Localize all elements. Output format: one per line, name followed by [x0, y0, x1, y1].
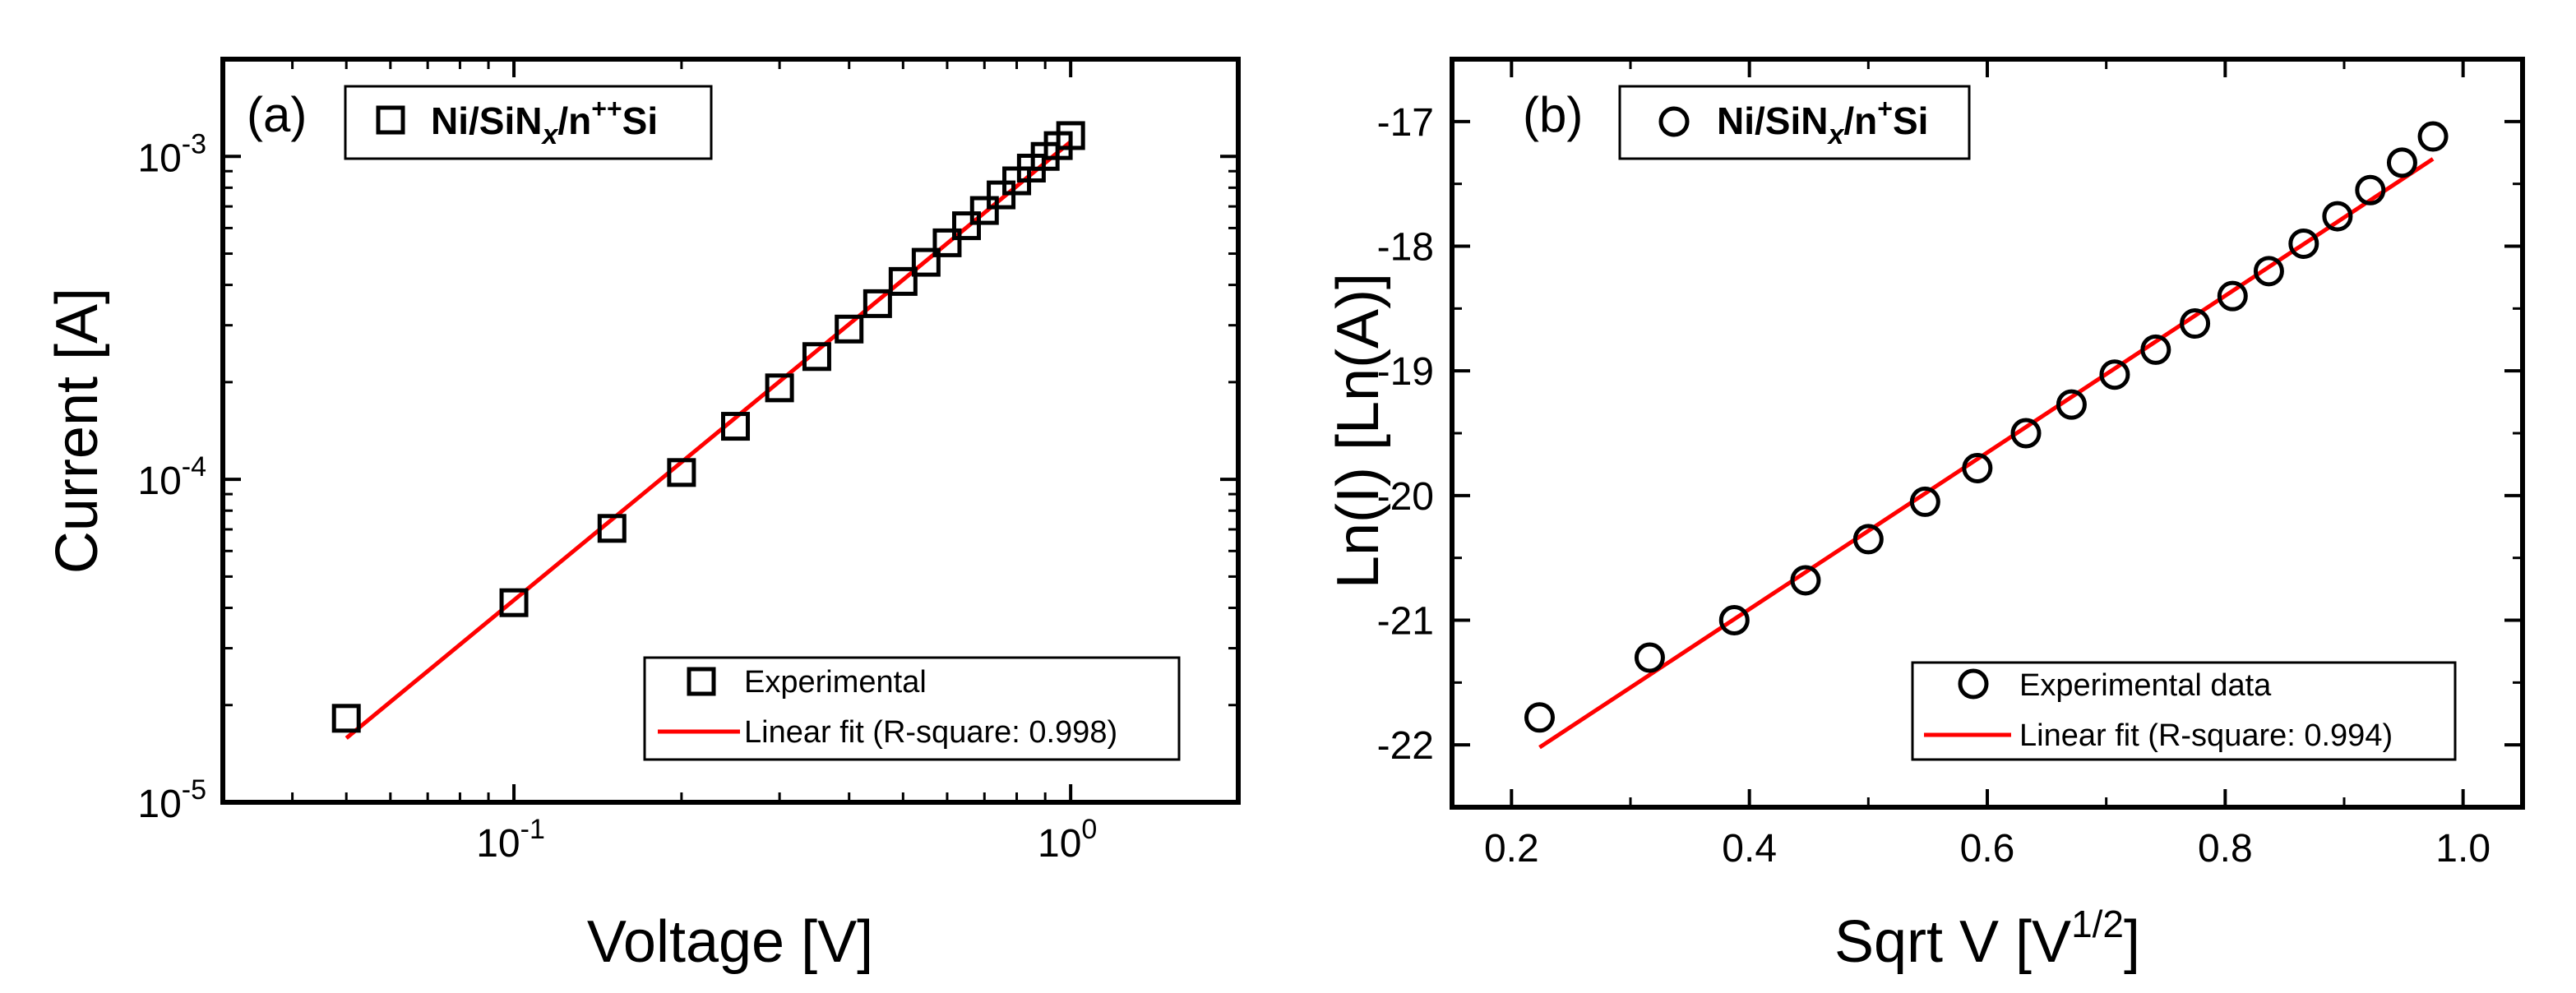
- panel-a-series-box: [344, 85, 713, 160]
- panel-b-data-point: [2288, 228, 2319, 259]
- panel-b-ylabel: Ln(I) [Ln(A)]: [1325, 273, 1391, 589]
- panel-b-legend-entry-experimental: Experimental data: [2019, 668, 2272, 703]
- panel-b-y-tick-label: -20: [1377, 475, 1434, 519]
- panel-b-y-tick-label: -18: [1377, 226, 1434, 270]
- panel-b-data-point: [1852, 524, 1884, 555]
- panel-a-legend-entry-fit: Linear fit (R-square: 0.998): [744, 715, 1117, 750]
- panel-b-data-point: [2386, 147, 2417, 178]
- panel-a-legend-marker: [687, 667, 716, 696]
- panel-b-xlabel: Sqrt V [V1/2]: [1834, 903, 2140, 975]
- panel-b-x-tick-label: 0.6: [1960, 827, 2015, 871]
- panel-a-xlabel: Voltage [V]: [587, 909, 873, 975]
- panel-b-data-point: [2322, 201, 2353, 232]
- panel-a-legend-entry-experimental: Experimental: [744, 665, 927, 700]
- panel-a-x-tick-label: 10-1: [476, 814, 545, 866]
- panel-b-series-box: [1618, 85, 1971, 160]
- panel-a-x-tick-label: 100: [1038, 814, 1097, 866]
- panel-b-series-label: Ni/SiNx/n+Si: [1717, 94, 1928, 150]
- panel-a-fit-line: [345, 140, 1072, 740]
- panel-a-data-point: [499, 588, 529, 617]
- panel-a-y-tick-label: 10-4: [137, 451, 206, 503]
- panel-b-data-point: [2140, 334, 2171, 365]
- panel-b-points: [1524, 121, 2449, 733]
- panel-a-data-point: [835, 314, 864, 344]
- panel-b-data-point: [1962, 452, 1993, 483]
- panel-b-data-point: [2217, 280, 2248, 312]
- panel-b-series-marker: [1658, 106, 1690, 137]
- panel-b-y-tick-label: -17: [1377, 101, 1434, 145]
- panel-a-y-tick-label: 10-5: [137, 774, 206, 826]
- panel-a-y-tick-label: 10-3: [137, 128, 206, 180]
- panel-b-legend-entry-fit: Linear fit (R-square: 0.994): [2019, 718, 2393, 753]
- panel-b-data-point: [2355, 174, 2386, 206]
- panel-a-series-label: Ni/SiNx/n++Si: [431, 94, 658, 150]
- panel-a-data-point: [1056, 121, 1085, 150]
- panel-b-label: (b): [1523, 87, 1583, 142]
- panel-a-legend: [643, 656, 1181, 761]
- panel-a-data-point: [863, 289, 892, 318]
- panel-b-x-tick-label: 0.4: [1722, 827, 1777, 871]
- panel-a-data-point: [597, 514, 627, 543]
- panel-b-data-point: [2099, 359, 2130, 390]
- panel-b-fit-line: [1538, 157, 2435, 750]
- panel-b-y-tick-label: -22: [1377, 724, 1434, 768]
- panel-b-x-tick-label: 1.0: [2435, 827, 2490, 871]
- panel-b-data-point: [2253, 256, 2284, 287]
- panel-a-data-point: [331, 704, 361, 733]
- panel-b-data-point: [1634, 642, 1665, 673]
- panel-a-frame: [220, 57, 1241, 805]
- panel-b-fit-group: [1538, 157, 2435, 750]
- panel-a-ylabel: Current [A]: [44, 288, 110, 574]
- panel-a-data-point: [802, 342, 831, 372]
- panel-a-fit-group: [345, 140, 1072, 740]
- panel-a-data-point: [951, 211, 981, 241]
- panel-b-data-point: [2417, 121, 2449, 152]
- panel-a-data-point: [765, 373, 794, 403]
- panel-b-y-tick-label: -21: [1377, 600, 1434, 644]
- panel-b-chart: (b) Ni/SiNx/n+Si 0.2 0.4 0.6 0.8 1.0 -22 -21 -2…: [1325, 57, 2525, 975]
- panel-b-data-point: [1909, 486, 1940, 517]
- panel-a-data-point: [667, 458, 696, 487]
- panel-b-y-tick-label: -19: [1377, 350, 1434, 394]
- panel-b-legend: [1911, 661, 2457, 761]
- panel-b-data-point: [1790, 565, 1821, 596]
- panel-b-data-point: [1718, 605, 1750, 635]
- panel-a-label: (a): [247, 87, 307, 142]
- panel-a-series-marker: [376, 105, 405, 135]
- panel-b-x-tick-label: 0.2: [1484, 827, 1539, 871]
- panel-b-legend-marker: [1958, 668, 1989, 700]
- panel-b-data-point: [1524, 702, 1555, 733]
- panel-a-points: [331, 121, 1085, 733]
- panel-a-data-point: [969, 196, 999, 225]
- panel-a-data-point: [911, 247, 941, 277]
- panel-b-data-point: [2056, 389, 2087, 420]
- panel-b-data-point: [2180, 308, 2211, 339]
- panel-a-data-point: [932, 228, 962, 257]
- panel-b-data-point: [2010, 418, 2042, 449]
- panel-a-data-point: [721, 412, 751, 441]
- panel-a-data-point: [888, 266, 918, 296]
- panel-b-x-tick-label: 0.8: [2198, 827, 2253, 871]
- panel-a-chart: (a) Ni/SiNx/n++Si 10-1 100 10-5 10-4 10-3 Ex…: [44, 57, 1241, 975]
- panel-b-frame: [1450, 57, 2525, 810]
